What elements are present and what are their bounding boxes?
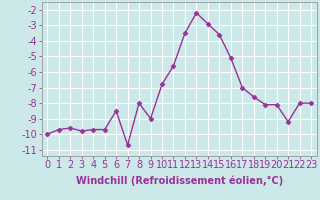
X-axis label: Windchill (Refroidissement éolien,°C): Windchill (Refroidissement éolien,°C) [76, 176, 283, 186]
